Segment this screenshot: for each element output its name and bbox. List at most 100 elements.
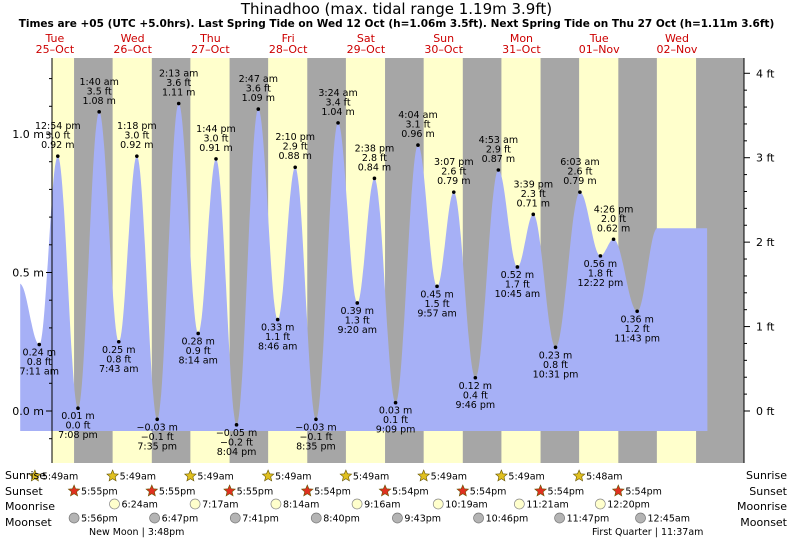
high-tide-label: 2.6 ft bbox=[441, 167, 466, 178]
high-tide-label: 0.84 m bbox=[358, 162, 391, 173]
moonrise-time: 7:17am bbox=[202, 500, 238, 511]
high-tide-label: 12:54 pm bbox=[35, 121, 81, 132]
sunset-time: 5:55pm bbox=[159, 487, 196, 498]
tide-point bbox=[635, 309, 639, 314]
high-tide-label: 3:07 pm bbox=[434, 157, 474, 168]
tide-point bbox=[214, 157, 218, 161]
low-tide-label: 0.8 ft bbox=[106, 354, 131, 365]
moonset-icon bbox=[473, 512, 484, 524]
sunset-time: 5:54pm bbox=[470, 487, 507, 498]
moonset-time: 5:56pm bbox=[81, 514, 118, 525]
high-tide-label: 3.4 ft bbox=[326, 97, 351, 108]
low-tide-label: 10:45 am bbox=[495, 289, 540, 300]
sunset-time: 5:54pm bbox=[314, 487, 351, 498]
moonset-time: 9:43pm bbox=[404, 514, 441, 525]
day-of-week-label: Wed bbox=[121, 32, 145, 45]
sunrise-icon bbox=[183, 469, 197, 482]
tide-point bbox=[76, 406, 80, 411]
low-tide-label: 12:22 pm bbox=[578, 278, 624, 289]
high-tide-label: 2:47 am bbox=[239, 74, 278, 85]
high-tide-label: 2.0 ft bbox=[601, 214, 626, 225]
moonrise-row-label-right: Moonrise bbox=[737, 500, 787, 513]
high-tide-label: 3.0 ft bbox=[45, 131, 70, 142]
sunset-icon bbox=[378, 484, 392, 497]
high-tide-label: 6:03 am bbox=[560, 157, 599, 168]
left-axis-tick-label: 0.0 m bbox=[12, 405, 44, 418]
tide-point bbox=[611, 237, 616, 242]
sunset-row-label: Sunset bbox=[5, 485, 43, 498]
moonset-time: 8:40pm bbox=[323, 514, 360, 525]
low-tide-label: 7:08 pm bbox=[58, 430, 98, 441]
sunrise-time: 5:49am bbox=[42, 472, 78, 483]
moonrise-icon bbox=[432, 498, 444, 510]
high-tide-label: 3.6 ft bbox=[246, 84, 271, 95]
left-axis-tick-label: 1.0 m bbox=[12, 128, 44, 141]
moonrise-time: 6:24am bbox=[121, 500, 157, 511]
high-tide-label: 1:40 am bbox=[79, 77, 118, 88]
sunset-icon bbox=[300, 484, 314, 497]
high-tide-label: 4:04 am bbox=[398, 110, 437, 121]
low-tide-label: 1.8 ft bbox=[588, 268, 613, 279]
low-tide-label: 0.4 ft bbox=[463, 390, 488, 401]
high-tide-label: 1.11 m bbox=[162, 88, 195, 99]
sunrise-icon bbox=[28, 469, 42, 482]
day-of-week-label: Thu bbox=[199, 32, 221, 45]
sunrise-row-label-right: Sunrise bbox=[745, 469, 787, 482]
high-tide-label: 2:10 pm bbox=[275, 132, 315, 143]
low-tide-label: 0.39 m bbox=[341, 306, 374, 317]
high-tide-label: 0.62 m bbox=[597, 223, 630, 234]
moonset-row-label: Moonset bbox=[5, 516, 52, 529]
moonrise-time: 8:14am bbox=[283, 500, 319, 511]
date-label: 27–Oct bbox=[191, 43, 230, 56]
sunrise-icon bbox=[339, 469, 353, 482]
tide-point bbox=[176, 101, 181, 106]
tide-point bbox=[553, 345, 558, 350]
low-tide-label: 8:14 am bbox=[178, 355, 217, 366]
tide-point bbox=[578, 190, 582, 194]
date-label: 30–Oct bbox=[424, 43, 463, 56]
high-tide-label: 2:38 pm bbox=[355, 143, 395, 154]
sunset-icon bbox=[534, 484, 548, 497]
high-tide-label: 1.08 m bbox=[82, 96, 115, 107]
high-tide-label: 2.8 ft bbox=[362, 153, 387, 164]
moon-phase-new: New Moon | 3:48pm bbox=[89, 527, 185, 538]
low-tide-label: 0.28 m bbox=[181, 336, 214, 347]
low-tide-label: 0.24 m bbox=[23, 348, 56, 359]
high-tide-label: 3:39 pm bbox=[513, 179, 553, 190]
low-tide-label: −0.05 m bbox=[216, 428, 257, 439]
chart-title: Thinadhoo (max. tidal range 1.19m 3.9ft) bbox=[240, 0, 553, 18]
high-tide-label: 4:53 am bbox=[479, 135, 518, 146]
left-axis-tick-label: 0.5 m bbox=[12, 267, 44, 280]
sunset-time: 5:54pm bbox=[392, 487, 429, 498]
tide-point bbox=[314, 417, 318, 422]
moonset-icon bbox=[68, 512, 80, 524]
high-tide-label: 1:44 pm bbox=[196, 124, 236, 135]
sunset-time: 5:55pm bbox=[81, 487, 118, 498]
tide-point bbox=[37, 342, 42, 347]
high-tide-label: 3.5 ft bbox=[87, 86, 112, 97]
moonrise-icon bbox=[189, 498, 201, 510]
sunset-time: 5:55pm bbox=[237, 487, 274, 498]
high-tide-label: 3:24 am bbox=[318, 88, 357, 99]
chart-subtitle: Times are +05 (UTC +5.0hrs). Last Spring… bbox=[18, 18, 775, 30]
moonset-time: 12:45am bbox=[648, 514, 690, 525]
tide-curve bbox=[20, 103, 708, 431]
sunrise-icon bbox=[572, 469, 586, 482]
sunrise-time: 5:48am bbox=[586, 472, 622, 483]
tide-point bbox=[473, 375, 478, 380]
low-tide-label: −0.1 ft bbox=[299, 432, 332, 443]
high-tide-label: 1:18 pm bbox=[117, 121, 157, 132]
date-label: 02–Nov bbox=[656, 43, 697, 56]
low-tide-label: 10:31 pm bbox=[533, 369, 579, 380]
tide-point bbox=[55, 154, 60, 158]
low-tide-label: 9:20 am bbox=[338, 325, 377, 336]
sunset-row-label-right: Sunset bbox=[749, 485, 787, 498]
high-tide-label: 1.04 m bbox=[321, 107, 354, 118]
low-tide-label: 0.1 ft bbox=[383, 415, 408, 426]
tide-point bbox=[135, 154, 139, 158]
day-labels: Tue25–OctWed26–OctThu27–OctFri28–OctSat2… bbox=[36, 32, 698, 56]
low-tide-label: 0.23 m bbox=[539, 350, 572, 361]
moonrise-icon bbox=[513, 498, 525, 510]
low-tide-label: 9:09 pm bbox=[376, 425, 416, 436]
